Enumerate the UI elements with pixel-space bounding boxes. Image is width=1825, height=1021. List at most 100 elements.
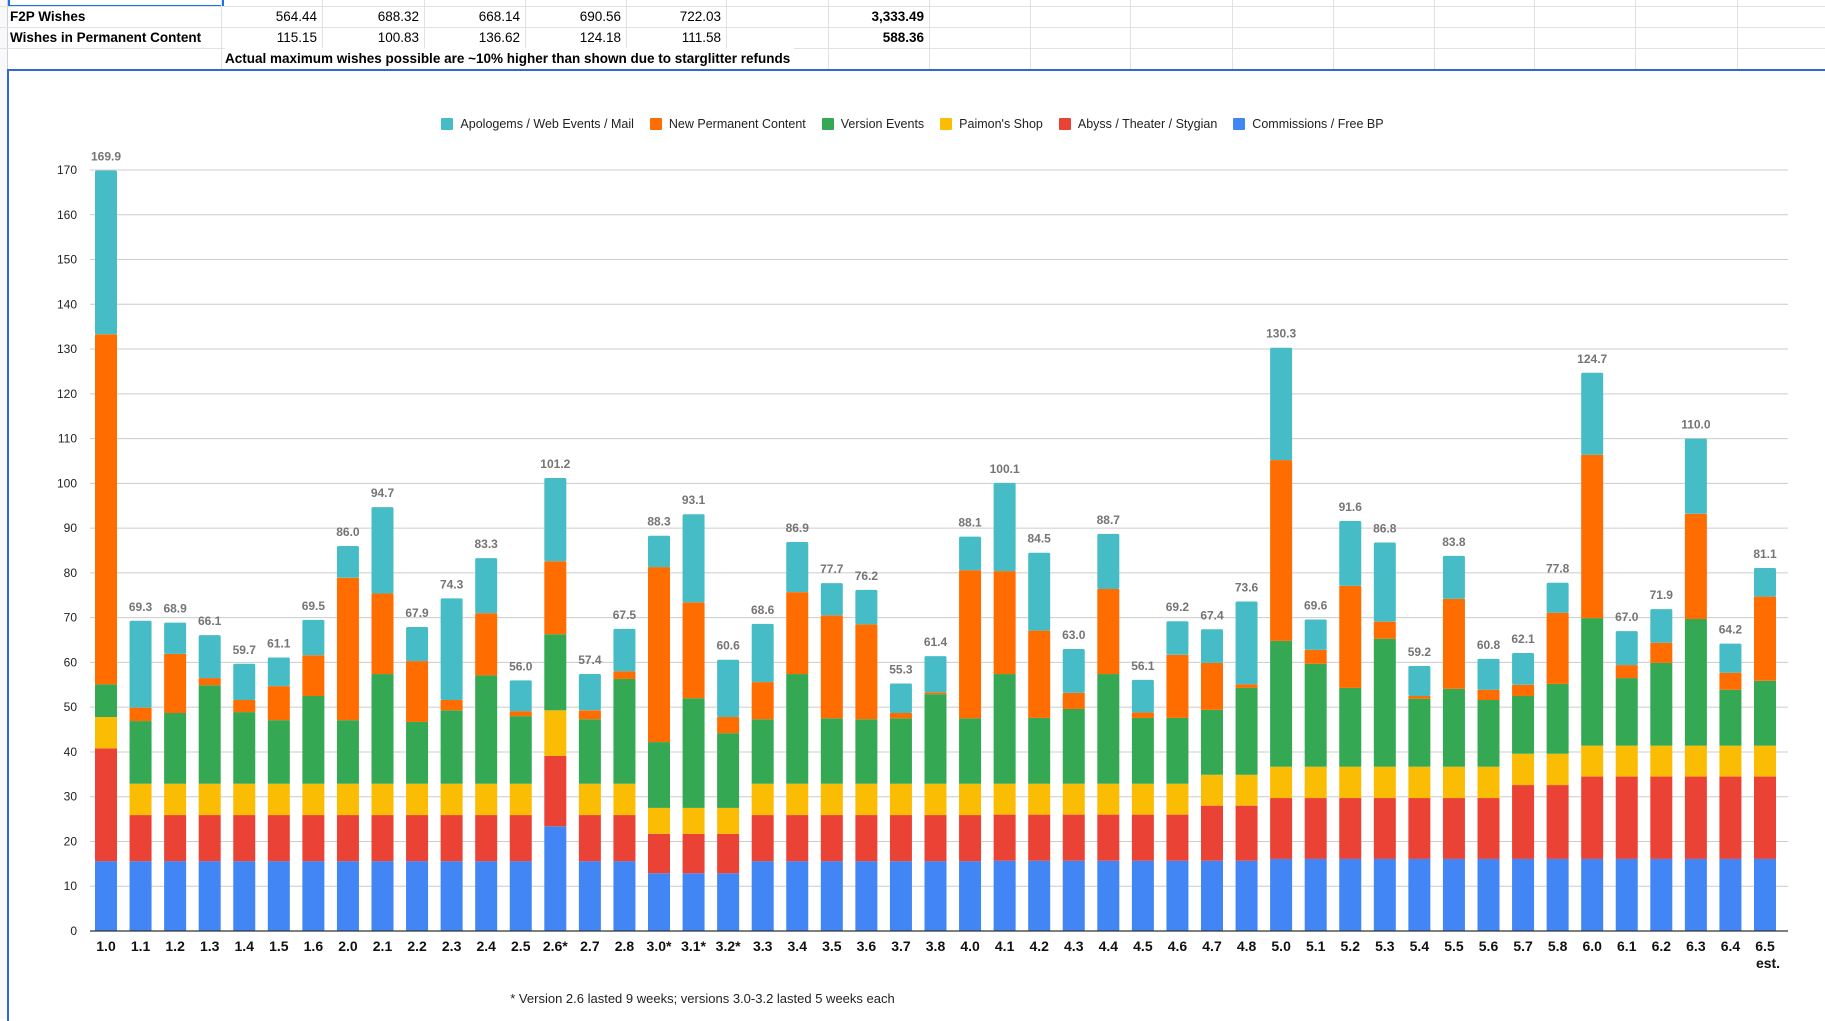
bar-segment-abyss[interactable] <box>440 815 463 862</box>
bar-segment-permanent[interactable] <box>648 567 670 743</box>
bar-segment-apologems[interactable] <box>233 663 256 701</box>
bar-segment-apologems[interactable] <box>1684 438 1707 514</box>
bar-segment-abyss[interactable] <box>371 815 394 862</box>
bar-segment-abyss[interactable] <box>1235 805 1258 861</box>
bar-segment-paimon[interactable] <box>786 783 809 816</box>
bar-segment-paimon[interactable] <box>1650 745 1673 777</box>
legend-item-commissions[interactable]: Commissions / Free BP <box>1233 116 1384 132</box>
cell-value[interactable]: 688.32 <box>377 9 419 24</box>
bar-segment-apologems[interactable] <box>717 659 740 718</box>
bar-segment-paimon[interactable] <box>371 783 394 816</box>
bar-segment-version-events[interactable] <box>820 718 843 784</box>
bar-segment-version-events[interactable] <box>1719 689 1742 746</box>
bar-segment-version-events[interactable] <box>751 719 774 784</box>
bar-segment-paimon[interactable] <box>406 783 429 816</box>
bar-segment-abyss[interactable] <box>475 815 498 862</box>
bar-segment-version-events[interactable] <box>1615 678 1638 746</box>
bar-segment-paimon[interactable] <box>578 783 601 816</box>
bar-segment-commissions[interactable] <box>1339 858 1362 931</box>
bar-segment-permanent[interactable] <box>1028 630 1051 718</box>
bar-segment-commissions[interactable] <box>1512 858 1535 931</box>
bar-segment-commissions[interactable] <box>1304 858 1327 931</box>
bar-segment-paimon[interactable] <box>1754 745 1776 777</box>
bar-segment-version-events[interactable] <box>648 742 670 808</box>
bar-segment-commissions[interactable] <box>1408 858 1431 931</box>
bar-segment-paimon[interactable] <box>717 807 740 834</box>
bar-segment-abyss[interactable] <box>924 815 947 862</box>
legend-item-apologems[interactable]: Apologems / Web Events / Mail <box>441 116 634 132</box>
bar-segment-abyss[interactable] <box>648 833 670 874</box>
bar-segment-permanent[interactable] <box>267 686 290 721</box>
bar-segment-version-events[interactable] <box>786 674 809 784</box>
bar-segment-version-events[interactable] <box>924 694 947 784</box>
cell-total[interactable]: 3,333.49 <box>871 9 924 24</box>
bar-segment-permanent[interactable] <box>164 653 187 713</box>
bar-segment-paimon[interactable] <box>233 783 256 816</box>
bar-segment-version-events[interactable] <box>855 719 878 784</box>
bar-segment-paimon[interactable] <box>1546 753 1569 786</box>
bar-segment-permanent[interactable] <box>95 334 117 685</box>
bar-segment-paimon[interactable] <box>1097 783 1120 815</box>
bar-segment-paimon[interactable] <box>1408 766 1431 799</box>
bar-segment-abyss[interactable] <box>198 815 221 862</box>
bar-segment-abyss[interactable] <box>1581 776 1604 859</box>
bar-segment-commissions[interactable] <box>682 873 705 931</box>
bar-segment-permanent[interactable] <box>129 707 152 722</box>
bar-segment-apologems[interactable] <box>924 656 947 693</box>
bar-segment-version-events[interactable] <box>1581 618 1604 746</box>
bar-segment-abyss[interactable] <box>1201 805 1223 861</box>
bar-segment-abyss[interactable] <box>717 833 740 874</box>
bar-segment-apologems[interactable] <box>1373 542 1396 622</box>
bar-segment-permanent[interactable] <box>959 570 982 719</box>
bar-segment-version-events[interactable] <box>1442 688 1465 767</box>
bar-segment-apologems[interactable] <box>682 514 705 603</box>
bar-segment-apologems[interactable] <box>1304 619 1327 650</box>
bar-segment-abyss[interactable] <box>786 815 809 862</box>
bar-segment-apologems[interactable] <box>544 477 567 562</box>
bar-segment-commissions[interactable] <box>1166 860 1189 931</box>
bar-segment-abyss[interactable] <box>1477 798 1500 859</box>
bar-segment-version-events[interactable] <box>406 721 429 784</box>
bar-segment-apologems[interactable] <box>1235 601 1258 685</box>
bar-segment-paimon[interactable] <box>1201 774 1223 806</box>
bar-segment-apologems[interactable] <box>1062 648 1085 693</box>
bar-segment-permanent[interactable] <box>1408 695 1431 699</box>
bar-segment-paimon[interactable] <box>1615 745 1638 777</box>
bar-segment-apologems[interactable] <box>1097 533 1120 589</box>
bar-segment-version-events[interactable] <box>95 684 117 718</box>
bar-segment-commissions[interactable] <box>1442 858 1465 931</box>
bar-segment-paimon[interactable] <box>1062 783 1085 815</box>
bar-segment-paimon[interactable] <box>1339 766 1362 799</box>
bar-segment-version-events[interactable] <box>475 675 498 784</box>
bar-segment-commissions[interactable] <box>1615 858 1638 931</box>
bar-segment-abyss[interactable] <box>406 815 429 862</box>
bar-segment-permanent[interactable] <box>1304 649 1327 664</box>
bar-segment-apologems[interactable] <box>1581 372 1604 455</box>
bar-segment-commissions[interactable] <box>129 861 152 931</box>
bar-segment-version-events[interactable] <box>336 720 359 784</box>
bar-segment-abyss[interactable] <box>95 748 117 862</box>
bar-segment-version-events[interactable] <box>544 634 567 711</box>
bar-segment-commissions[interactable] <box>648 873 670 931</box>
bar-segment-apologems[interactable] <box>371 507 394 594</box>
bar-segment-apologems[interactable] <box>509 680 532 712</box>
bar-segment-abyss[interactable] <box>959 815 982 862</box>
bar-segment-permanent[interactable] <box>440 700 463 711</box>
bar-segment-permanent[interactable] <box>475 613 498 676</box>
bar-segment-version-events[interactable] <box>1166 717 1189 784</box>
bar-segment-abyss[interactable] <box>1062 814 1085 861</box>
bar-segment-commissions[interactable] <box>1270 858 1293 931</box>
bar-segment-permanent[interactable] <box>406 661 429 722</box>
bar-segment-apologems[interactable] <box>993 482 1016 572</box>
bar-segment-apologems[interactable] <box>475 558 498 614</box>
bar-segment-permanent[interactable] <box>1270 460 1293 641</box>
bar-segment-version-events[interactable] <box>1373 638 1396 767</box>
legend-item-permanent[interactable]: New Permanent Content <box>649 116 806 132</box>
bar-segment-paimon[interactable] <box>889 783 912 816</box>
bar-segment-abyss[interactable] <box>1650 776 1673 859</box>
bar-segment-paimon[interactable] <box>336 783 359 816</box>
bar-segment-apologems[interactable] <box>1477 658 1500 690</box>
bar-segment-apologems[interactable] <box>164 622 187 654</box>
bar-segment-paimon[interactable] <box>820 783 843 816</box>
bar-segment-paimon[interactable] <box>198 783 221 816</box>
